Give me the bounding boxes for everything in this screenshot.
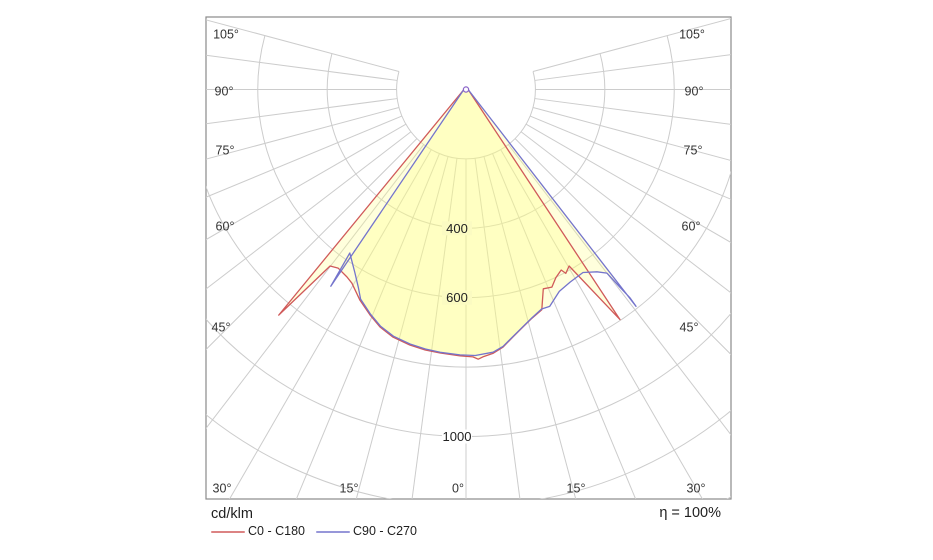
angle-label-left: 75° xyxy=(216,144,235,158)
spoke-grid-line xyxy=(206,19,400,73)
spoke-grid-line xyxy=(206,131,412,290)
spoke-grid-line xyxy=(520,131,731,294)
ring-label-knockout xyxy=(442,429,472,444)
c90-c270-curve xyxy=(330,89,637,357)
plot-frame xyxy=(205,16,732,500)
angle-label-right: 90° xyxy=(685,85,704,99)
spoke-grid-line xyxy=(532,106,731,162)
angle-label-bottom: 30° xyxy=(687,482,706,496)
spoke-grid-line xyxy=(532,17,731,73)
units-label: cd/klm xyxy=(211,506,253,522)
spoke-grid-line xyxy=(474,158,521,499)
angle-label-right: 45° xyxy=(680,321,699,335)
spoke-grid-line xyxy=(228,149,432,499)
spoke-grid-line xyxy=(483,156,577,499)
spoke-grid-line xyxy=(206,123,407,241)
legend-line-c0-icon xyxy=(211,531,245,533)
spoke-grid-line xyxy=(206,106,400,160)
beam-fill xyxy=(330,89,636,356)
spoke-grid-line xyxy=(206,115,403,198)
spoke-grid-line xyxy=(529,115,731,200)
spoke-grid-line xyxy=(206,54,398,81)
angle-label-left: 90° xyxy=(215,85,234,99)
spoke-grid-line xyxy=(206,98,398,125)
angle-label-bottom: 15° xyxy=(567,482,586,496)
spoke-grid-line xyxy=(492,153,637,499)
ring-value-label: 1000 xyxy=(443,429,472,444)
ring-grid-line xyxy=(396,71,536,160)
ring-value-label: 400 xyxy=(446,221,468,236)
angle-label-left: 45° xyxy=(212,321,231,335)
spoke-grid-line xyxy=(534,54,731,81)
spoke-grid-line xyxy=(500,149,704,499)
apex-marker xyxy=(462,86,470,93)
angle-label-bottom: 0° xyxy=(452,482,464,496)
spoke-grid-line xyxy=(206,144,425,430)
angle-label-bottom: 15° xyxy=(340,482,359,496)
angle-label-left: 60° xyxy=(216,220,235,234)
c0-c180-curve xyxy=(278,89,621,360)
angle-label-right: 60° xyxy=(682,220,701,234)
spoke-grid-line xyxy=(206,138,418,351)
ring-label-knockout xyxy=(442,290,472,305)
spoke-grid-line xyxy=(295,153,440,499)
legend-label-c90: C90 - C270 xyxy=(353,524,417,538)
ring-label-knockout xyxy=(442,221,472,236)
angle-label-left: 105° xyxy=(213,28,239,42)
legend-label-c0: C0 - C180 xyxy=(248,524,305,538)
angle-label-right: 75° xyxy=(684,144,703,158)
ring-value-label: 600 xyxy=(446,290,468,305)
angle-label-right: 105° xyxy=(679,28,705,42)
efficiency-label: η = 100% xyxy=(659,505,721,521)
angle-label-bottom: 30° xyxy=(213,482,232,496)
spoke-grid-line xyxy=(411,158,458,499)
legend-line-c90-icon xyxy=(316,531,350,533)
spoke-grid-line xyxy=(534,98,731,125)
spoke-grid-line xyxy=(514,138,731,356)
spoke-grid-line xyxy=(525,123,731,244)
spoke-grid-line xyxy=(507,144,731,436)
spoke-grid-line xyxy=(355,156,449,499)
